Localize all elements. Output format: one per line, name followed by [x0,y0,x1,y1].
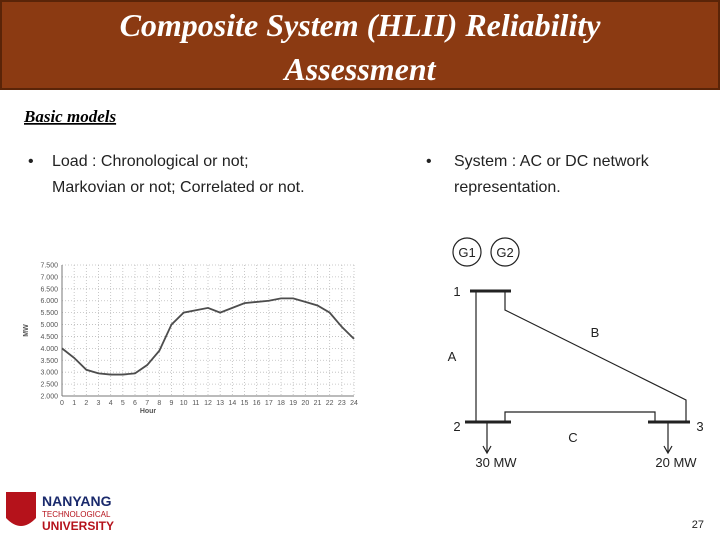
bullet-text: Load : Chronological or not; [52,153,249,170]
line-label: A [448,349,457,364]
page-number: 27 [692,519,704,531]
x-tick-label: 13 [216,400,224,407]
generator [490,237,520,267]
line-label: C [568,430,577,445]
bus-label: 2 [453,419,460,434]
bullet-text: representation. [454,179,561,196]
x-tick-label: 16 [253,400,261,407]
line-label: B [591,325,600,340]
x-tick-label: 15 [241,400,249,407]
y-tick-label: 7.000 [40,274,58,281]
generator-label: G1 [458,245,475,260]
x-tick-label: 2 [84,400,88,407]
x-tick-label: 24 [350,400,358,407]
x-tick-label: 11 [192,400,199,407]
generator [452,237,482,267]
generator-label: G2 [496,245,513,260]
x-tick-label: 23 [338,400,346,407]
x-tick-label: 10 [180,400,188,407]
bullet-text: Markovian or not; Correlated or not. [52,179,305,196]
bus-label: 3 [696,419,703,434]
y-tick-label: 5.500 [40,310,58,317]
load-arrow [663,422,673,455]
logo-text: NANYANG [42,493,112,509]
x-tick-label: 7 [145,400,149,407]
y-tick-label: 6.500 [40,286,58,293]
y-tick-label: 7.500 [40,263,58,270]
title-band [0,0,720,90]
logo-crest [6,492,36,526]
x-tick-label: 8 [157,400,161,407]
y-axis-label: MW [23,324,30,337]
bullet-dot: • [426,153,432,170]
y-tick-label: 6.000 [40,298,58,305]
y-tick-label: 3.500 [40,358,58,365]
logo: NANYANG TECHNOLOGICAL UNIVERSITY [6,492,114,533]
network-diagram [452,237,690,455]
logo-text: UNIVERSITY [42,519,114,533]
x-tick-label: 22 [326,400,334,407]
line-c [504,411,656,422]
load-label: 30 MW [475,455,517,470]
load-arrow [482,422,492,455]
x-tick-label: 9 [170,400,174,407]
x-tick-label: 19 [289,400,297,407]
x-tick-label: 1 [72,400,76,407]
y-tick-label: 3.000 [40,370,58,377]
x-tick-label: 0 [60,400,64,407]
x-tick-label: 6 [133,400,137,407]
x-tick-label: 12 [204,400,212,407]
load-label: 20 MW [655,455,697,470]
load-curve [61,297,355,376]
x-tick-label: 17 [265,400,273,407]
x-tick-label: 5 [121,400,125,407]
x-axis-label: Hour [140,408,157,415]
load-chart: 2.000 2.500 3.000 3.500 4.000 4.500 5.000 5.500… [23,263,358,416]
title: Composite System (HLII) Reliability [120,7,602,43]
bullet-text: System : AC or DC network [454,153,650,170]
x-tick-label: 18 [277,400,285,407]
line-b [504,291,687,422]
x-tick-label: 3 [97,400,101,407]
x-tick-label: 21 [314,400,322,407]
x-tick-label: 20 [301,400,309,407]
logo-text: TECHNOLOGICAL [42,510,111,519]
title: Assessment [282,51,436,87]
x-tick-label: 4 [109,400,113,407]
y-tick-label: 2.000 [40,394,58,401]
y-tick-label: 5.000 [40,322,58,329]
y-tick-label: 2.500 [40,382,58,389]
subtitle: Basic models [23,107,116,126]
y-tick-label: 4.000 [40,346,58,353]
bus-label: 1 [453,284,460,299]
y-tick-label: 4.500 [40,334,58,341]
x-tick-label: 14 [228,400,236,407]
bullet-dot: • [28,153,34,170]
